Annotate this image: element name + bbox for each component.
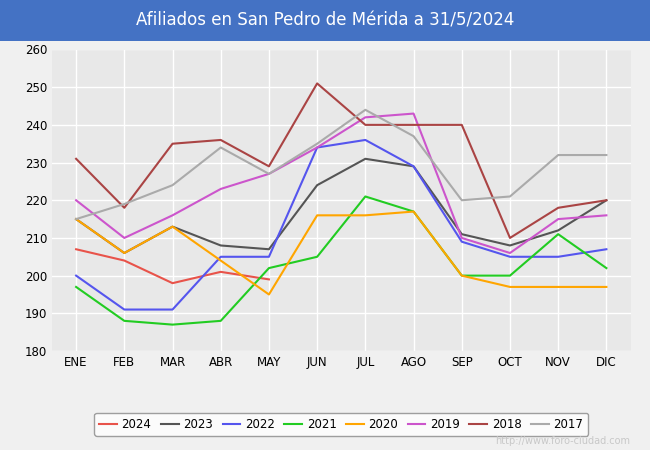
Legend: 2024, 2023, 2022, 2021, 2020, 2019, 2018, 2017: 2024, 2023, 2022, 2021, 2020, 2019, 2018… — [94, 413, 588, 436]
Text: http://www.foro-ciudad.com: http://www.foro-ciudad.com — [495, 436, 630, 446]
Text: Afiliados en San Pedro de Mérida a 31/5/2024: Afiliados en San Pedro de Mérida a 31/5/… — [136, 11, 514, 29]
